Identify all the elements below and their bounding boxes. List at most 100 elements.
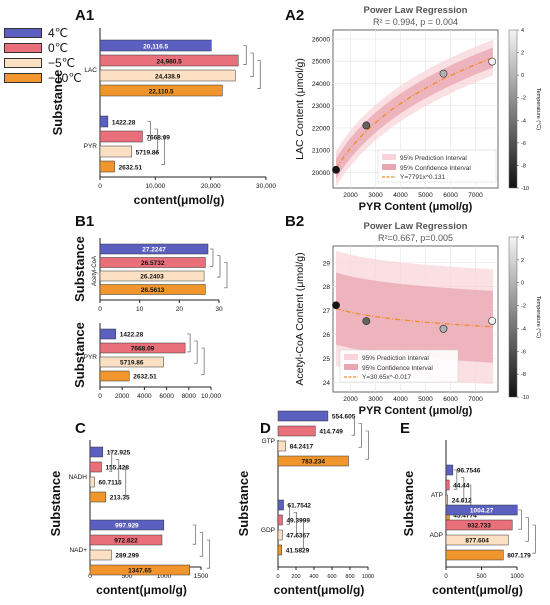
category-label: PYR — [84, 354, 98, 361]
panel-label-b2: B2 — [285, 213, 305, 230]
x-axis-title: content(μmol/g) — [432, 583, 523, 597]
legend-label-confidence: 95% Confidence Interval — [362, 365, 433, 372]
confidence-interval-band — [336, 47, 493, 179]
y-tick-label: 21000 — [312, 148, 330, 155]
category-label: ADP — [430, 532, 443, 539]
significance-bracket — [161, 136, 165, 165]
bar-value-label: 155.428 — [106, 465, 130, 472]
colorbar-tick-label: 2 — [521, 258, 524, 264]
bar-pyr-1 — [99, 342, 186, 354]
colorbar-tick-label: -2 — [521, 304, 526, 310]
bar-value-label: 26.5613 — [141, 287, 165, 294]
colorbar-tick-label: -4 — [521, 326, 526, 332]
bar-value-label: 47.6367 — [286, 533, 310, 540]
x-tick-label: 30 — [215, 306, 223, 313]
colorbar-tick-label: -4 — [521, 118, 526, 124]
significance-bracket — [209, 248, 214, 267]
bar-value-label: 61.7542 — [288, 503, 312, 510]
bar-value-label: 807.179 — [507, 553, 531, 560]
category-label: NADH — [69, 474, 88, 481]
bar-value-label: 997.929 — [115, 523, 139, 530]
legend-label-prediction: 95% Prediction Interval — [362, 355, 429, 362]
temperature-colorbar — [508, 29, 518, 189]
bar-nad-2 — [89, 549, 112, 561]
bar-nad-1 — [89, 534, 163, 546]
bar-value-label: 1004.27 — [470, 508, 494, 515]
bar-pyr-3 — [99, 370, 130, 382]
x-tick-label: 5000 — [418, 192, 433, 199]
colorbar-tick-label: -8 — [521, 163, 526, 169]
bar-value-label: 22,110.5 — [149, 88, 174, 95]
bar-value-label: 1422.28 — [120, 332, 144, 339]
category-label: Acetyl-CoA — [92, 256, 98, 286]
significance-bracket — [453, 469, 458, 490]
category-label: ATP — [431, 492, 443, 499]
y-axis-title: Substance — [72, 322, 87, 388]
x-tick-label: 0 — [98, 306, 102, 313]
data-point — [488, 316, 497, 325]
bar-pyr-2 — [99, 145, 132, 158]
panel-label-a1: A1 — [75, 7, 95, 24]
significance-bracket — [243, 45, 247, 65]
significance-bracket — [250, 52, 254, 77]
bar-value-label: 932.733 — [467, 523, 491, 530]
legend-box — [377, 149, 497, 183]
bar-value-label: 27.2247 — [142, 247, 166, 254]
bar-acetylcoa-2 — [99, 270, 205, 282]
bar-value-label: 24,438.9 — [155, 73, 181, 80]
y-axis-title: LAC Content (μmol/g) — [294, 58, 306, 160]
y-tick-label: 28 — [323, 284, 331, 291]
significance-bracket — [358, 423, 362, 448]
x-tick-label: 4000 — [137, 393, 152, 400]
legend-item-4c: 4℃ — [4, 26, 82, 40]
y-axis-title: Substance — [401, 471, 416, 537]
legend-item-0c: 0℃ — [4, 41, 82, 55]
bar-acetylcoa-3 — [99, 284, 206, 295]
x-tick-label: 0 — [98, 393, 102, 400]
colorbar-tick-label: -6 — [521, 349, 526, 355]
bar-value-label: 60.7115 — [98, 480, 122, 487]
x-tick-label: 0 — [444, 574, 448, 580]
x-tick-label: 600 — [327, 574, 336, 580]
x-tick-label: 10 — [136, 306, 144, 313]
significance-bracket — [525, 517, 529, 542]
colorbar-title: Temperature (°C) — [535, 88, 541, 130]
bar-panel-c: 0 500 1000 1500 172.925 155.428 60.7115 213.35 N… — [48, 440, 211, 597]
y-axis-title: Acetyl-CoA Content (μmol/g) — [294, 252, 306, 385]
bar-atp-0 — [445, 464, 454, 476]
x-tick-label: 1000 — [510, 574, 524, 580]
x-tick-label: 800 — [345, 574, 354, 580]
bar-value-label: 5719.86 — [136, 149, 160, 156]
bar-panel-b1a: 0 10 20 30 27.2247 26.5732 26.2403 26.5613 Acety… — [72, 236, 228, 313]
fitted-curve — [335, 56, 494, 170]
significance-bracket — [532, 524, 536, 554]
bar-value-label: 2632.51 — [119, 164, 143, 171]
bar-adp-0 — [445, 504, 518, 516]
x-tick-label: 30,000 — [256, 183, 276, 190]
x-tick-label: 8000 — [182, 393, 197, 400]
y-tick-label: 25 — [323, 356, 331, 363]
significance-bracket — [147, 121, 151, 141]
regression-panel-a2: 2000 3000 4000 5000 6000 7000 20000 21000 22000 2… — [294, 5, 541, 213]
data-point — [439, 324, 448, 333]
x-tick-label: 200 — [291, 574, 300, 580]
bar-value-label: 24,980.5 — [156, 58, 182, 65]
legend-label-fit: Y=7791x^0.131 — [400, 174, 446, 181]
significance-bracket — [122, 466, 127, 496]
fitted-curve — [335, 307, 494, 328]
x-tick-label: 7000 — [468, 396, 483, 403]
bar-value-label: 84.2417 — [290, 444, 314, 451]
x-axis-title: content(μmol/g) — [96, 583, 187, 597]
bar-gtp-2 — [277, 440, 286, 452]
legend-swatch-confidence — [382, 164, 396, 170]
legend-box — [339, 349, 459, 383]
panel-label-a2: A2 — [285, 7, 305, 24]
bar-atp-2 — [445, 494, 448, 506]
x-tick-label: 0 — [276, 574, 279, 580]
bar-acetylcoa-0 — [99, 243, 209, 255]
y-tick-label: 26 — [323, 332, 331, 339]
temperature-colorbar — [508, 236, 518, 398]
bar-value-label: 5719.86 — [120, 360, 144, 367]
data-point — [362, 317, 371, 326]
